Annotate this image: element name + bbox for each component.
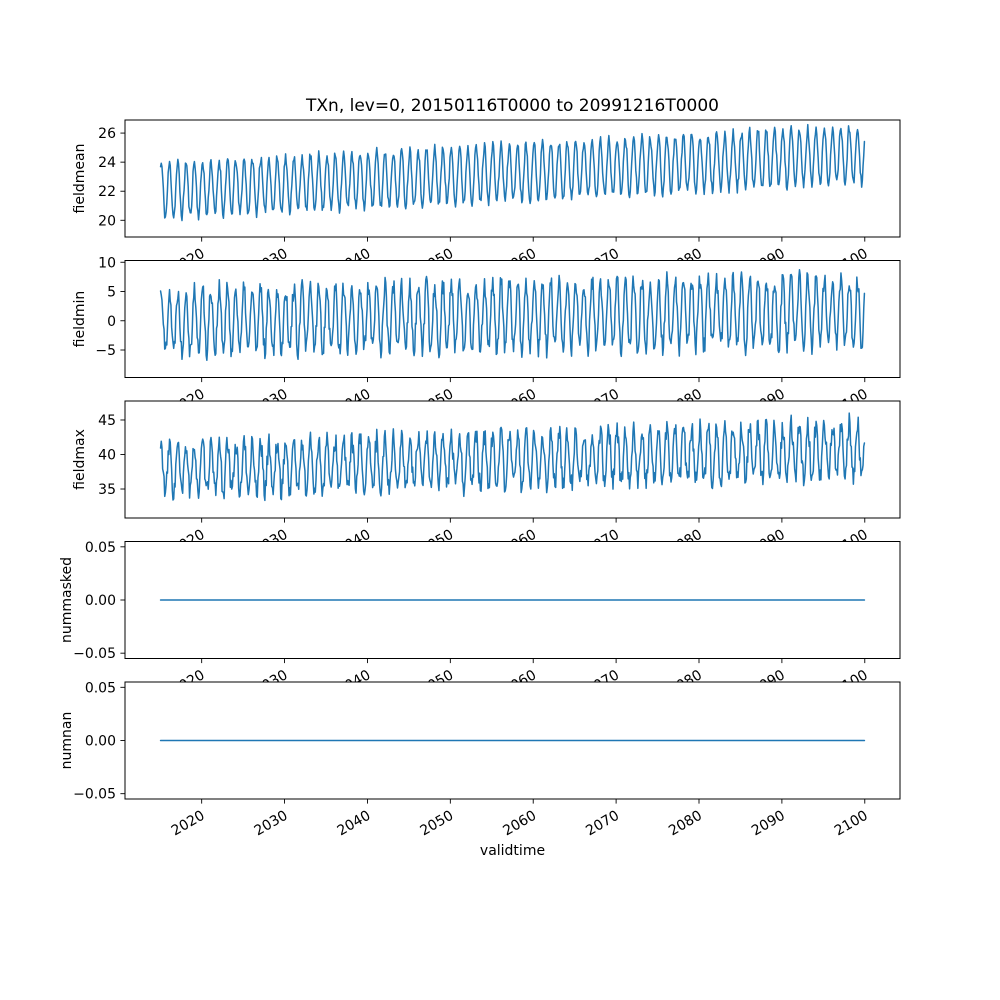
x-tick-label: 2040 bbox=[335, 808, 374, 840]
y-tick-label: −0.05 bbox=[73, 787, 116, 803]
y-tick-label: 26 bbox=[98, 126, 116, 142]
y-axis-title-fieldmin: fieldmin bbox=[72, 291, 88, 348]
x-tick-label: 2020 bbox=[169, 808, 208, 840]
series-line-fieldmean bbox=[159, 123, 866, 222]
y-tick-label: 0.00 bbox=[85, 734, 116, 750]
x-tick-label: 2060 bbox=[500, 808, 539, 840]
x-axis-label: validtime bbox=[479, 843, 546, 859]
x-tick-label: 2050 bbox=[417, 808, 456, 840]
y-tick-label: 10 bbox=[98, 255, 116, 271]
y-axis-title-fieldmax: fieldmax bbox=[72, 429, 88, 490]
y-tick-label: 35 bbox=[98, 482, 116, 498]
y-tick-label: 22 bbox=[98, 184, 116, 200]
y-axis-title-numnan: numnan bbox=[59, 712, 75, 770]
y-tick-label: −0.05 bbox=[73, 646, 116, 662]
y-axis-title-fieldmean: fieldmean bbox=[72, 144, 88, 214]
series-line-fieldmin bbox=[159, 268, 866, 362]
x-tick-label: 2090 bbox=[749, 808, 788, 840]
axes-spines bbox=[124, 119, 901, 238]
y-tick-label: 20 bbox=[98, 213, 116, 229]
x-tick-label: 2080 bbox=[666, 808, 705, 840]
y-tick-label: 40 bbox=[98, 447, 116, 463]
y-tick-label: 0 bbox=[107, 314, 116, 330]
axes-spines bbox=[124, 400, 901, 519]
x-tick-label: 2030 bbox=[252, 808, 291, 840]
y-tick-label: 24 bbox=[98, 155, 116, 171]
x-tick-label: 2070 bbox=[583, 808, 622, 840]
figure-title: TXn, lev=0, 20150116T0000 to 20991216T00… bbox=[306, 96, 719, 116]
y-tick-label: 0.05 bbox=[85, 540, 116, 556]
y-tick-label: −5 bbox=[95, 343, 116, 359]
series-line-fieldmax bbox=[159, 412, 866, 502]
y-tick-label: 0.05 bbox=[85, 680, 116, 696]
axes-spines bbox=[124, 260, 901, 378]
x-tick-label: 2100 bbox=[832, 808, 871, 840]
y-axis-title-nummasked: nummasked bbox=[59, 557, 75, 643]
y-tick-label: 45 bbox=[98, 413, 116, 429]
y-tick-label: 0.00 bbox=[85, 593, 116, 609]
y-tick-label: 5 bbox=[107, 285, 116, 301]
